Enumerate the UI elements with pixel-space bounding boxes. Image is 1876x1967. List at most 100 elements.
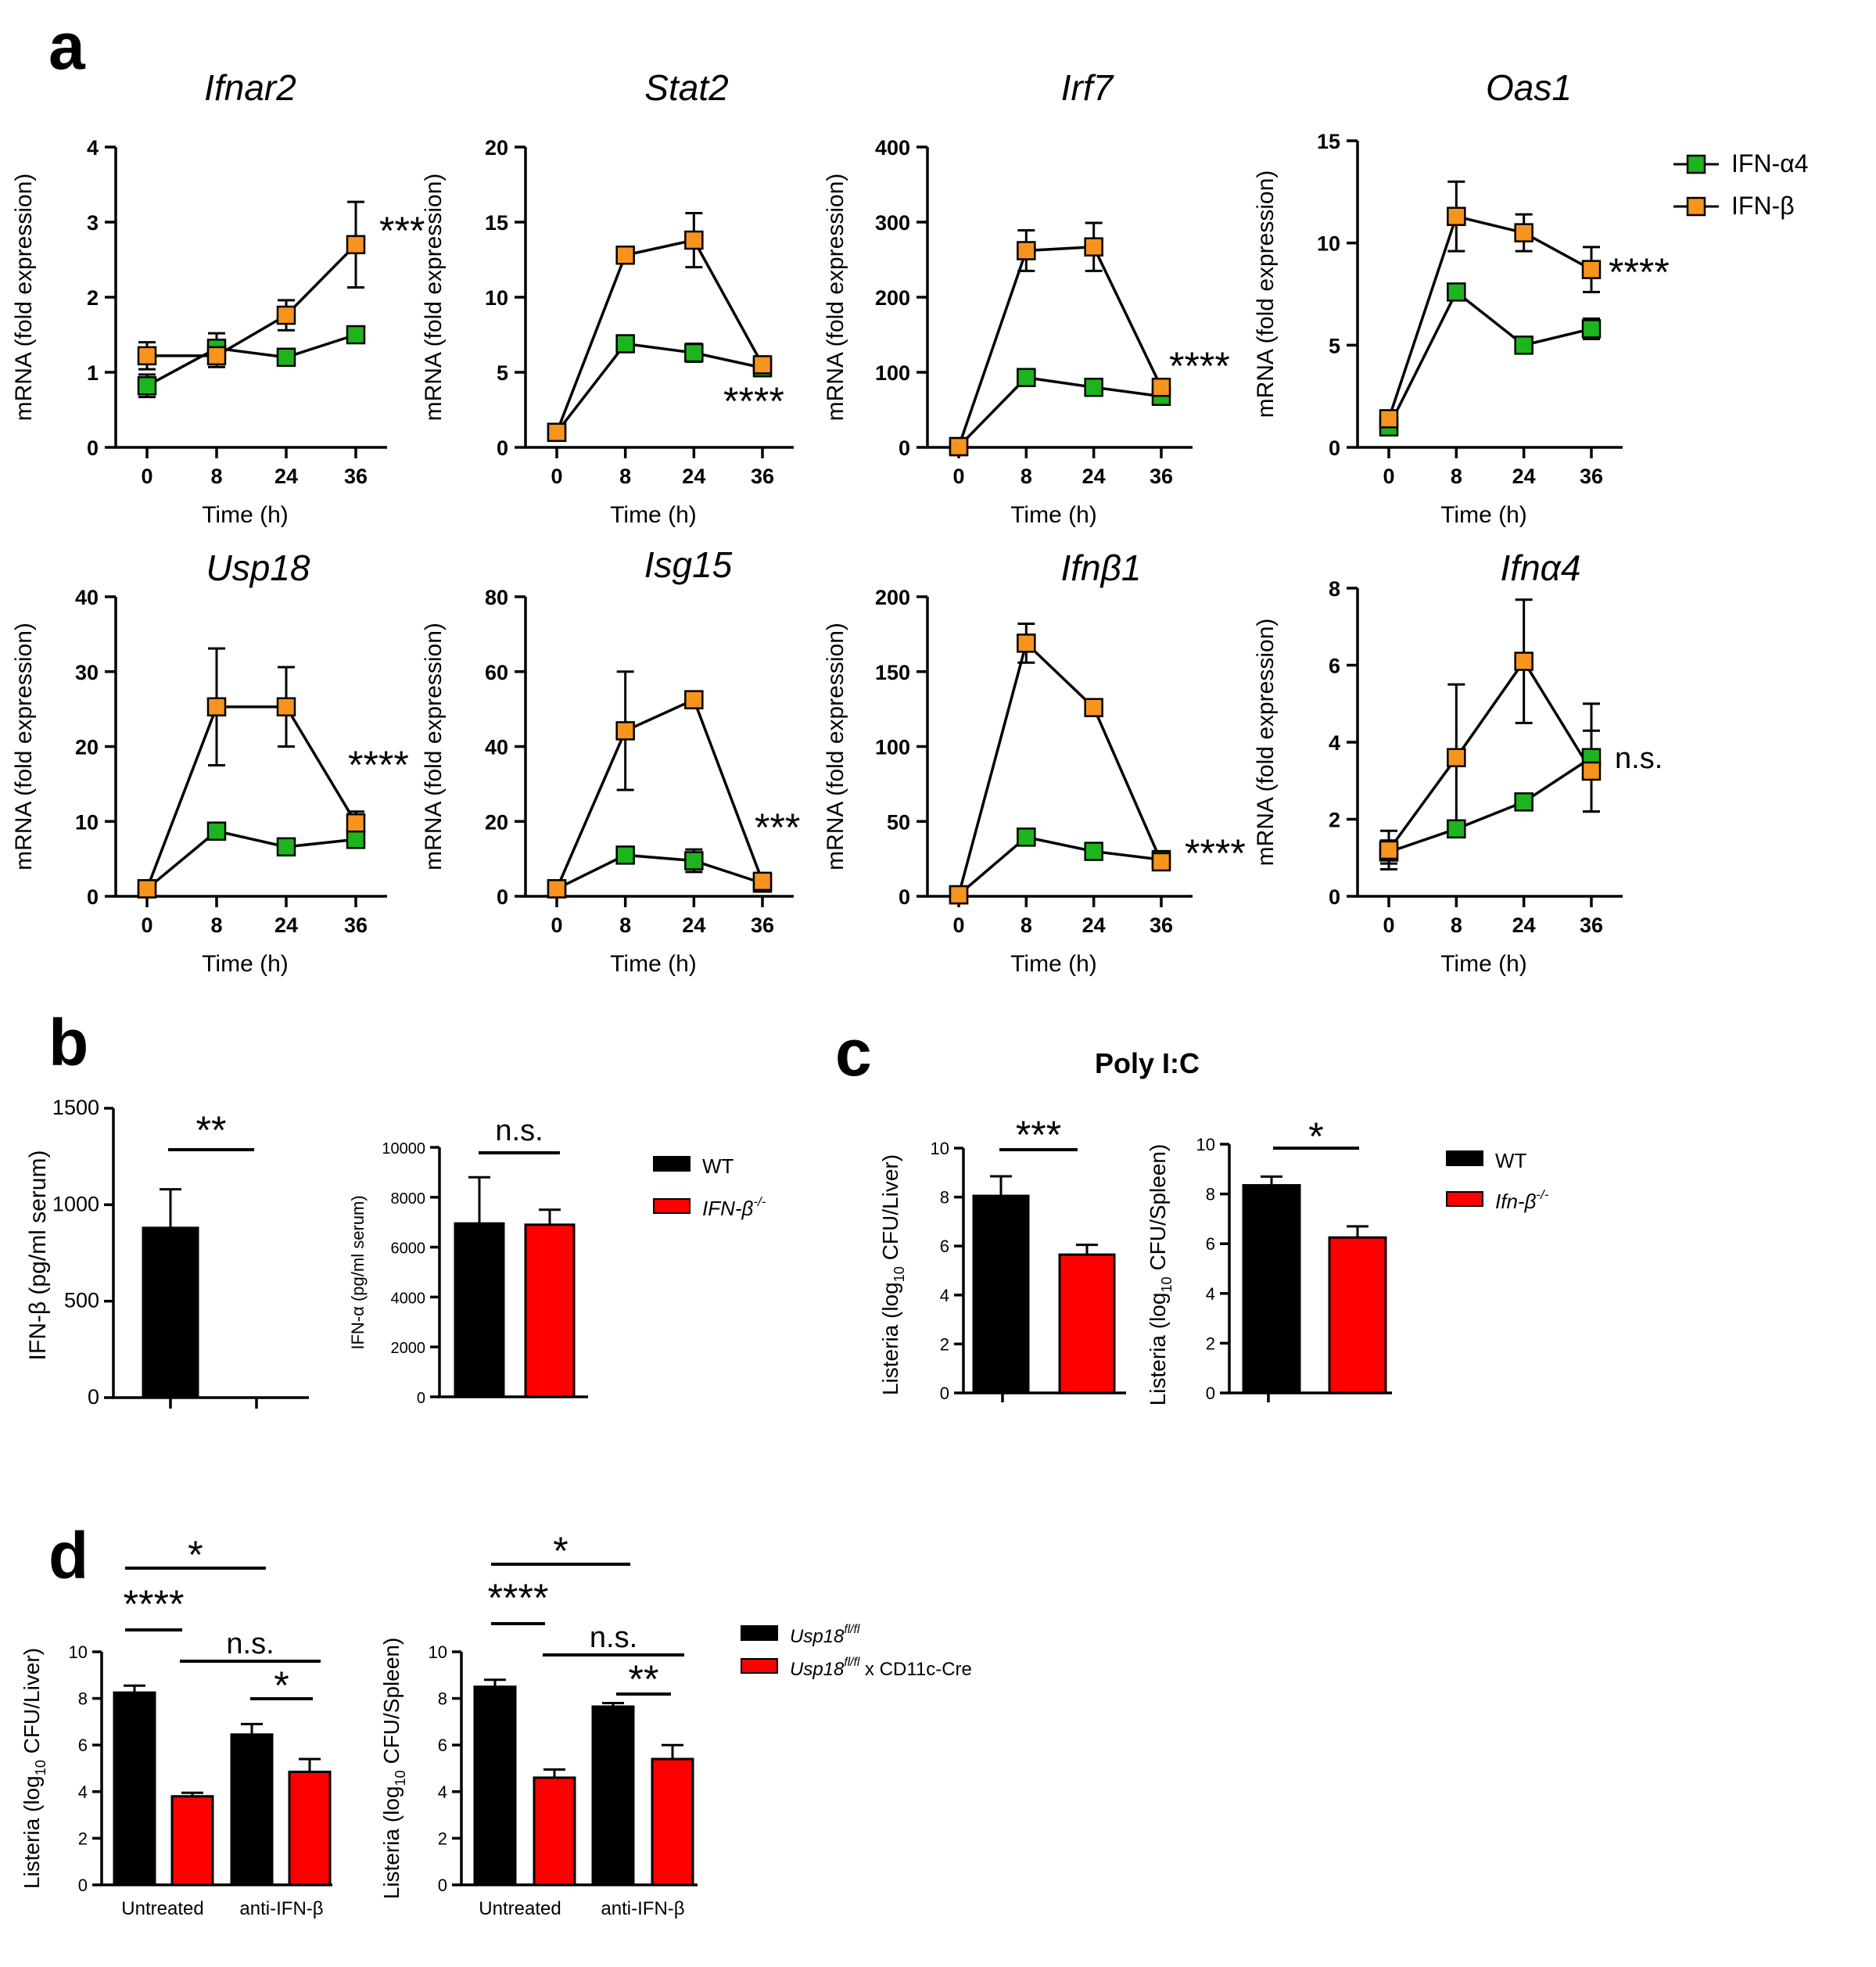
y-tick-label: 2 [1329, 809, 1340, 832]
error-bar [1261, 1175, 1282, 1186]
y-tick-label: 6 [438, 1735, 447, 1755]
bar-usp18-flfl [591, 1705, 635, 1886]
x-tick-label: 24 [1082, 465, 1106, 488]
data-point-ifn-a4 [1514, 336, 1533, 355]
legend-panel-b: WT IFN-β-/- [653, 1154, 766, 1220]
y-axis-label: IFN-β (pg/ml serum) [25, 1150, 51, 1361]
line-chart-6: 0 50 100 150 200 0 8 24 36 Time (h) mRNA (fold exp… [823, 547, 1246, 977]
bar-chart-b1: 0 500 1000 1500 IFN-β (pg/ml serum) ** [25, 1096, 309, 1409]
y-tick-label: 0 [1329, 885, 1340, 909]
y-tick-label: 1000 [52, 1192, 99, 1215]
legend-label: IFN-α4 [1731, 149, 1809, 178]
x-tick-label: 0 [952, 914, 964, 937]
data-point-ifn-b [547, 879, 567, 899]
legend-swatch [1446, 1191, 1483, 1207]
line-chart-4: 0 10 20 30 40 0 8 24 36 Time (h) mRNA (fold expres… [11, 547, 409, 977]
y-tick-label: 15 [485, 211, 508, 235]
chart-title: Usp18 [206, 547, 310, 588]
data-point-ifn-a4 [1447, 819, 1466, 839]
y-tick-label: 2 [940, 1334, 949, 1354]
series-line-ifn-b [555, 698, 764, 890]
bar-usp18-cd11c-cre [288, 1770, 332, 1886]
y-axis-label: mRNA (fold expression) [11, 623, 37, 870]
y-tick-label: 30 [75, 661, 99, 684]
y-tick-label: 10 [931, 1139, 949, 1158]
y-axis-label: mRNA (fold expression) [11, 174, 37, 422]
y-tick-label: 5 [497, 361, 508, 385]
y-tick-label: 6000 [391, 1240, 426, 1258]
data-point-ifn-a4 [684, 851, 704, 870]
y-tick-label: 50 [887, 810, 910, 834]
y-tick-label: 200 [875, 586, 910, 609]
data-point-ifn-b [1151, 852, 1171, 872]
x-axis-label: Time (h) [202, 502, 289, 528]
bar-chart-c1: 0 2 4 6 8 10 Listeria (log10 CFU/Liver) *** [878, 1113, 1126, 1403]
data-point-ifn-a4 [346, 325, 366, 345]
significance-label: *** [755, 806, 800, 849]
data-point-ifn-a4 [684, 343, 704, 363]
y-tick-label: 0 [88, 1385, 99, 1409]
x-tick-label: 36 [344, 465, 368, 488]
x-axis-label: Time (h) [202, 951, 289, 977]
data-point-ifn-a4 [1447, 282, 1466, 302]
legend-swatch [653, 1198, 690, 1214]
series-line-ifn-b [957, 641, 1163, 896]
y-tick-label: 10000 [382, 1140, 425, 1158]
data-point-ifn-a4 [137, 376, 157, 396]
series-line-ifn-a4 [556, 853, 763, 890]
legend-swatch [1686, 154, 1706, 174]
legend-swatch [741, 1625, 778, 1641]
x-tick-label: 24 [1512, 465, 1536, 488]
panel-letter-b: b [48, 1006, 88, 1079]
data-point-ifn-b [949, 885, 969, 905]
data-point-ifn-b [615, 721, 635, 741]
y-tick-label: 1 [87, 361, 99, 385]
error-bar [241, 1722, 263, 1735]
x-axis-label: Time (h) [610, 951, 697, 977]
data-point-ifn-b [206, 697, 227, 717]
x-tick-label: 8 [1021, 465, 1032, 488]
x-tick-label: 24 [1082, 914, 1106, 937]
series-line-ifn-a4 [146, 333, 357, 387]
chart-title: Irf7 [1061, 67, 1114, 108]
data-point-ifn-b [1017, 241, 1036, 260]
y-axis-label: Listeria (log10 CFU/Spleen) [379, 1638, 408, 1900]
significance-label: **** [1609, 250, 1670, 294]
significance-label: **** [723, 379, 784, 423]
y-tick-label: 2 [1206, 1333, 1215, 1353]
y-tick-label: 10 [429, 1642, 447, 1662]
series-line-ifn-a4 [1388, 756, 1592, 854]
y-tick-label: 0 [940, 1384, 949, 1403]
x-tick-label: 0 [551, 914, 562, 937]
x-tick-label: 0 [952, 465, 964, 488]
panel-letter-c: c [835, 1016, 872, 1089]
x-tick-label: 0 [1383, 465, 1394, 488]
y-tick-label: 300 [875, 211, 910, 235]
y-axis-label: Listeria (log10 CFU/Liver) [20, 1648, 48, 1889]
significance-2-label: n.s. [226, 1628, 274, 1660]
y-tick-label: 200 [875, 286, 910, 310]
data-point-ifn-a4 [276, 347, 296, 368]
significance-3-label: * [274, 1664, 289, 1707]
error-bar [543, 1768, 565, 1778]
data-point-ifn-b [1514, 651, 1533, 671]
y-tick-label: 10 [1317, 232, 1340, 256]
line-chart-0: 0 1 2 3 4 0 8 24 36 Time (h) mRNA (fold expression… [11, 67, 425, 528]
y-tick-label: 4 [1329, 731, 1340, 755]
y-tick-label: 400 [875, 136, 910, 160]
y-tick-label: 6 [940, 1237, 949, 1256]
data-point-ifn-b [1581, 260, 1602, 279]
legend-label: Usp18fl/fl x CD11c-Cre [790, 1656, 972, 1680]
y-tick-label: 0 [438, 1875, 447, 1895]
data-point-ifn-a4 [346, 829, 366, 849]
x-tick-label: 0 [1383, 914, 1394, 937]
data-point-ifn-a4 [1514, 792, 1533, 812]
series-line-ifn-a4 [555, 342, 763, 433]
x-tick-label: 36 [344, 914, 368, 937]
x-tick-label: 8 [1451, 914, 1462, 937]
data-point-ifn-b [1084, 698, 1103, 717]
y-tick-label: 2 [78, 1829, 88, 1848]
x-tick-label: 0 [141, 914, 152, 937]
series-line-ifn-a4 [145, 829, 357, 890]
y-tick-label: 60 [485, 661, 508, 684]
